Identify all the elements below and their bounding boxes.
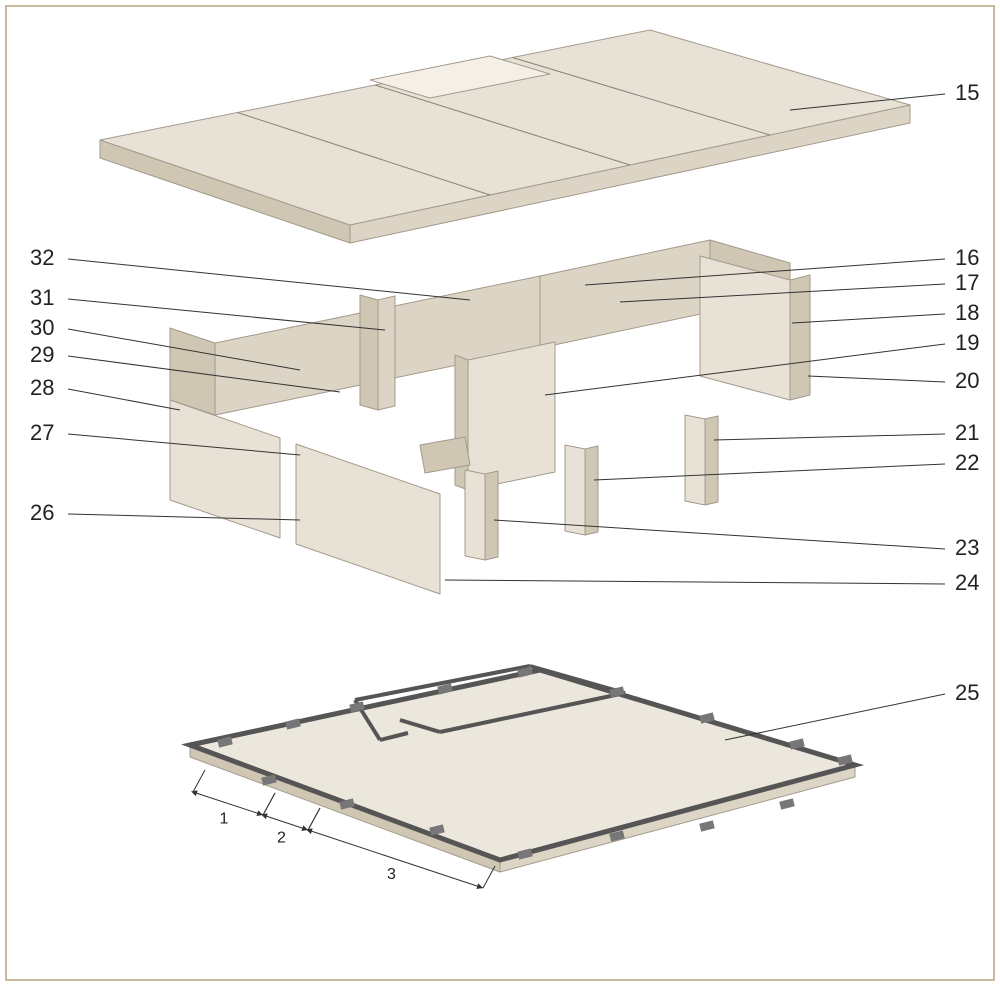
label-31: 31 (30, 285, 54, 310)
post-1-side (485, 471, 498, 560)
leader-32 (68, 259, 470, 300)
leader-24 (445, 580, 945, 584)
post-2-front (565, 445, 585, 535)
left-wall-far (296, 444, 440, 594)
dim-label-2: 3 (387, 866, 396, 883)
dim-ext (308, 808, 320, 830)
label-25: 25 (955, 680, 979, 705)
post-3-side (705, 416, 718, 505)
floor-top (190, 670, 855, 860)
label-23: 23 (955, 535, 979, 560)
leader-22 (594, 464, 945, 480)
label-17: 17 (955, 270, 979, 295)
label-32: 32 (30, 245, 54, 270)
label-29: 29 (30, 342, 54, 367)
label-22: 22 (955, 450, 979, 475)
right-wall-side (790, 275, 810, 400)
roof (100, 30, 910, 243)
footprint-pad-9 (779, 798, 795, 809)
dim-ext (263, 793, 275, 815)
leader-20 (808, 376, 945, 382)
label-19: 19 (955, 330, 979, 355)
label-18: 18 (955, 300, 979, 325)
label-26: 26 (30, 500, 54, 525)
dim-label-1: 2 (277, 830, 286, 847)
label-20: 20 (955, 368, 979, 393)
dim-line-1 (263, 815, 308, 830)
label-21: 21 (955, 420, 979, 445)
label-15: 15 (955, 80, 979, 105)
post-1-front (465, 470, 485, 560)
dim-label-0: 1 (220, 811, 229, 828)
leader-23 (494, 520, 945, 549)
label-27: 27 (30, 420, 54, 445)
leader-25 (725, 694, 945, 740)
partition-1b (378, 296, 395, 410)
dim-ext (483, 866, 495, 888)
floor-slab: 1 2 3 (190, 666, 855, 888)
post-3-front (685, 415, 705, 505)
label-30: 30 (30, 315, 54, 340)
right-wall (700, 256, 790, 400)
leader-28 (68, 389, 180, 410)
footprint-pad-10 (699, 820, 715, 831)
exploded-diagram: 123151617181920212223242532313029282726 (0, 0, 1000, 986)
label-24: 24 (955, 570, 979, 595)
walls (170, 240, 810, 594)
label-16: 16 (955, 245, 979, 270)
leader-21 (714, 434, 945, 440)
leader-31 (68, 299, 385, 330)
back-wall-r (540, 240, 710, 348)
partition-2b (468, 342, 555, 490)
leader-18 (792, 314, 945, 323)
post-2-side (585, 446, 598, 535)
partition-1a (360, 295, 378, 410)
label-28: 28 (30, 375, 54, 400)
dim-ext (193, 770, 205, 792)
